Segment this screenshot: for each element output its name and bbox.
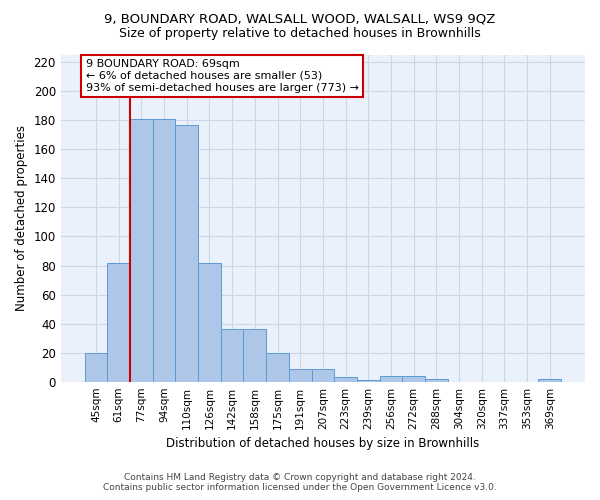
Bar — [266, 352, 289, 382]
Bar — [357, 380, 380, 382]
Bar — [311, 368, 334, 382]
Bar — [334, 378, 357, 382]
Bar — [107, 262, 130, 382]
Bar — [403, 376, 425, 382]
Bar — [425, 379, 448, 382]
X-axis label: Distribution of detached houses by size in Brownhills: Distribution of detached houses by size … — [166, 437, 479, 450]
Text: Size of property relative to detached houses in Brownhills: Size of property relative to detached ho… — [119, 28, 481, 40]
Text: 9 BOUNDARY ROAD: 69sqm
← 6% of detached houses are smaller (53)
93% of semi-deta: 9 BOUNDARY ROAD: 69sqm ← 6% of detached … — [86, 60, 359, 92]
Bar — [221, 330, 244, 382]
Bar — [130, 119, 152, 382]
Bar — [198, 262, 221, 382]
Bar — [175, 124, 198, 382]
Bar — [244, 330, 266, 382]
Bar — [85, 352, 107, 382]
Text: Contains HM Land Registry data © Crown copyright and database right 2024.
Contai: Contains HM Land Registry data © Crown c… — [103, 473, 497, 492]
Bar — [380, 376, 403, 382]
Bar — [289, 368, 311, 382]
Bar — [538, 379, 561, 382]
Y-axis label: Number of detached properties: Number of detached properties — [15, 126, 28, 312]
Text: 9, BOUNDARY ROAD, WALSALL WOOD, WALSALL, WS9 9QZ: 9, BOUNDARY ROAD, WALSALL WOOD, WALSALL,… — [104, 12, 496, 26]
Bar — [152, 119, 175, 382]
